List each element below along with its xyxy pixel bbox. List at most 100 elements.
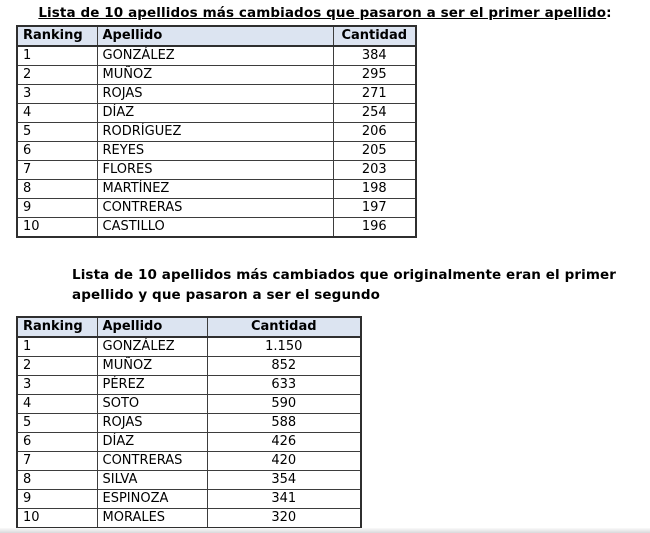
column-header-ranking: Ranking [16,316,98,338]
table-row: 6 DÍAZ 426 [16,432,362,452]
cell-apellido: CONTRERAS [96,198,334,218]
cell-cantidad: 384 [332,45,417,66]
cell-ranking: 9 [16,198,98,218]
cell-apellido: DÍAZ [96,432,208,452]
table-row: 2 MUÑOZ 295 [16,65,417,85]
cell-apellido: MARTÍNEZ [96,179,334,199]
cell-ranking: 1 [16,336,98,357]
cell-cantidad: 203 [332,160,417,180]
cell-apellido: DÍAZ [96,103,334,123]
cell-cantidad: 590 [206,394,362,414]
cell-cantidad: 206 [332,122,417,142]
cell-ranking: 1 [16,45,98,66]
table-row: 7 FLORES 203 [16,160,417,180]
window-bottom-edge [0,528,650,533]
cell-cantidad: 205 [332,141,417,161]
table-row: 1 GONZÁLEZ 384 [16,45,417,66]
cell-cantidad: 420 [206,451,362,471]
cell-apellido: PÉREZ [96,375,208,395]
cell-ranking: 9 [16,489,98,509]
table-row: 7 CONTRERAS 420 [16,451,362,471]
cell-apellido: CASTILLO [96,217,334,238]
cell-apellido: ROJAS [96,84,334,104]
column-header-cantidad: Cantidad [206,316,362,338]
table-row: 8 MARTÍNEZ 198 [16,179,417,199]
cell-cantidad: 341 [206,489,362,509]
table-row: 4 DÍAZ 254 [16,103,417,123]
cell-cantidad: 426 [206,432,362,452]
cell-apellido: MORALES [96,508,208,529]
table-row: 2 MUÑOZ 852 [16,356,362,376]
cell-ranking: 5 [16,413,98,433]
cell-cantidad: 295 [332,65,417,85]
section1-title: Lista de 10 apellidos más cambiados que … [0,5,650,21]
cell-apellido: SOTO [96,394,208,414]
table-primer-apellido: Ranking Apellido Cantidad 1 GONZÁLEZ 384 2 M… [16,25,417,238]
table-body: 1 GONZÁLEZ 384 2 MUÑOZ 295 3 ROJAS 271 4 DÍAZ 254 5 R… [16,45,417,238]
table-row: 5 RODRÍGUEZ 206 [16,122,417,142]
cell-apellido: REYES [96,141,334,161]
cell-ranking: 2 [16,65,98,85]
cell-ranking: 7 [16,451,98,471]
section2-title-line1: Lista de 10 apellidos más cambiados que … [72,267,617,283]
table-row: 9 ESPINOZA 341 [16,489,362,509]
table-row: 8 SILVA 354 [16,470,362,490]
cell-ranking: 10 [16,217,98,238]
cell-apellido: MUÑOZ [96,356,208,376]
cell-ranking: 6 [16,141,98,161]
table-row: 6 REYES 205 [16,141,417,161]
cell-cantidad: 588 [206,413,362,433]
cell-apellido: CONTRERAS [96,451,208,471]
cell-cantidad: 1.150 [206,336,362,357]
cell-cantidad: 198 [332,179,417,199]
cell-ranking: 7 [16,160,98,180]
cell-apellido: MUÑOZ [96,65,334,85]
cell-cantidad: 196 [332,217,417,238]
table-row: 9 CONTRERAS 197 [16,198,417,218]
table-header-row: Ranking Apellido Cantidad [16,316,362,338]
table-segundo-apellido: Ranking Apellido Cantidad 1 GONZÁLEZ 1.150… [16,316,362,529]
cell-ranking: 4 [16,394,98,414]
cell-ranking: 3 [16,375,98,395]
cell-ranking: 10 [16,508,98,529]
table-row: 10 CASTILLO 196 [16,217,417,238]
cell-apellido: GONZÁLEZ [96,45,334,66]
cell-cantidad: 320 [206,508,362,529]
cell-apellido: FLORES [96,160,334,180]
cell-ranking: 2 [16,356,98,376]
cell-cantidad: 633 [206,375,362,395]
cell-apellido: ESPINOZA [96,489,208,509]
cell-apellido: ROJAS [96,413,208,433]
cell-ranking: 8 [16,470,98,490]
section2-title-line2: apellido y que pasaron a ser el segundo [72,286,380,303]
table-row: 1 GONZÁLEZ 1.150 [16,336,362,357]
table-row: 4 SOTO 590 [16,394,362,414]
table-row: 10 MORALES 320 [16,508,362,529]
section1-title-text: Lista de 10 apellidos más cambiados que … [38,5,607,21]
cell-ranking: 6 [16,432,98,452]
cell-cantidad: 354 [206,470,362,490]
section2-title: Lista de 10 apellidos más cambiados que … [72,266,616,305]
column-header-apellido: Apellido [96,25,334,47]
section1-title-colon: : [606,5,612,21]
cell-cantidad: 197 [332,198,417,218]
column-header-apellido: Apellido [96,316,208,338]
table-body: 1 GONZÁLEZ 1.150 2 MUÑOZ 852 3 PÉREZ 633 4 SOTO 590… [16,336,362,529]
cell-apellido: SILVA [96,470,208,490]
table-header-row: Ranking Apellido Cantidad [16,25,417,47]
table-row: 3 ROJAS 271 [16,84,417,104]
column-header-ranking: Ranking [16,25,98,47]
cell-cantidad: 254 [332,103,417,123]
cell-ranking: 3 [16,84,98,104]
column-header-cantidad: Cantidad [332,25,417,47]
cell-ranking: 5 [16,122,98,142]
cell-cantidad: 852 [206,356,362,376]
table-row: 5 ROJAS 588 [16,413,362,433]
cell-apellido: GONZÁLEZ [96,336,208,357]
cell-cantidad: 271 [332,84,417,104]
cell-ranking: 4 [16,103,98,123]
cell-ranking: 8 [16,179,98,199]
cell-apellido: RODRÍGUEZ [96,122,334,142]
table-row: 3 PÉREZ 633 [16,375,362,395]
